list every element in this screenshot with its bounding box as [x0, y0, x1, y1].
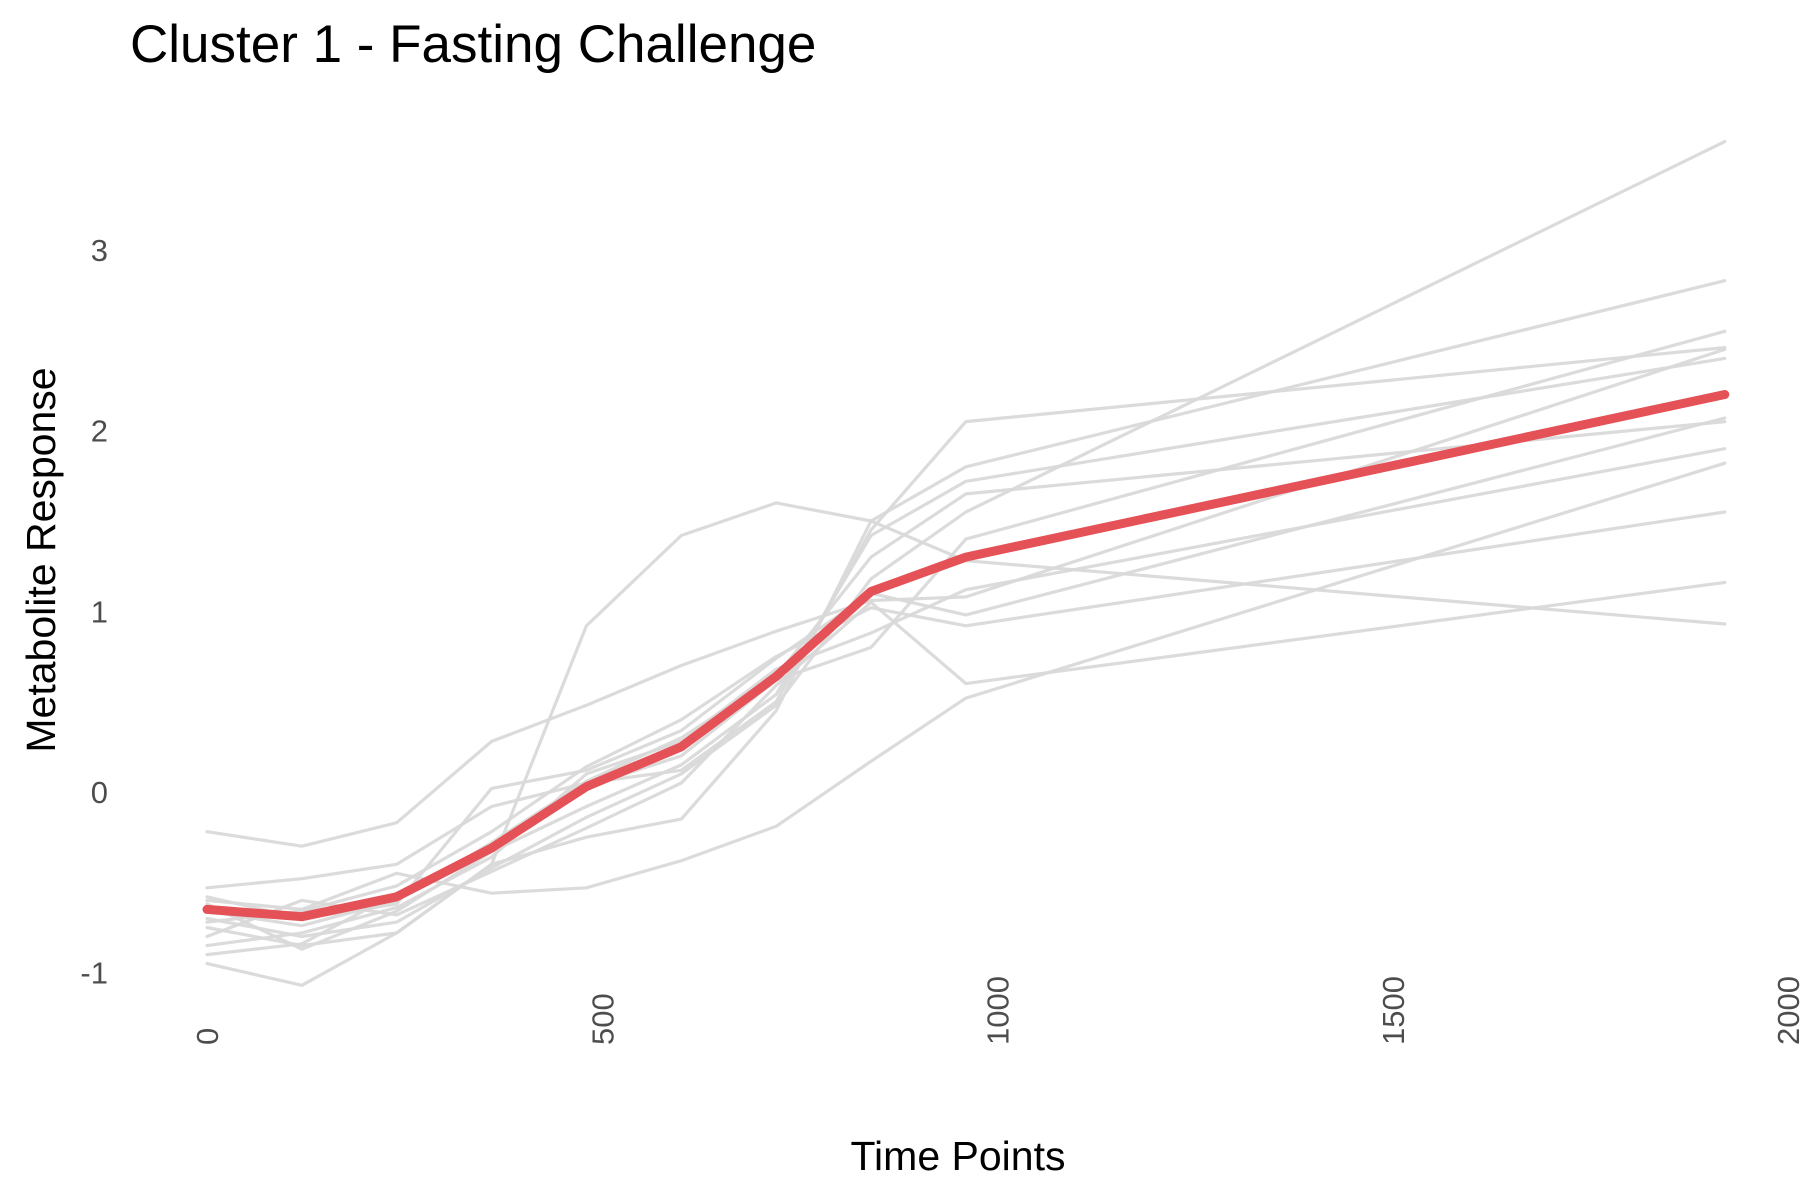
individual-series-line-8: [205, 140, 1727, 939]
y-axis-label: Metabolite Response: [18, 367, 64, 752]
x-tick-label: 1500: [1376, 976, 1411, 1045]
chart-title: Cluster 1 - Fasting Challenge: [130, 15, 816, 74]
individual-series-line-12: [205, 510, 1727, 924]
individual-series-line-13: [205, 420, 1727, 928]
y-tick-label: 1: [91, 594, 108, 629]
individual-series-line-1: [205, 347, 1727, 848]
individual-series-line-3: [205, 461, 1727, 912]
individual-series-line-5: [205, 279, 1727, 987]
y-tick-label: 3: [91, 233, 108, 268]
mean-series-line: [202, 390, 1730, 922]
y-tick-labels: -1 0 1 2 3: [80, 233, 108, 991]
x-tick-label: 0: [190, 1028, 225, 1045]
series-lines: [202, 140, 1730, 987]
y-tick-label: -1: [80, 956, 108, 991]
y-tick-label: 2: [91, 414, 108, 449]
x-tick-label: 1000: [981, 976, 1016, 1045]
x-tick-labels: 0 500 1000 1500 2000: [190, 976, 1800, 1045]
individual-series-line-7: [205, 580, 1727, 939]
x-axis-label: Time Points: [851, 1133, 1066, 1179]
y-tick-label: 0: [91, 775, 108, 810]
individual-series-line-4: [205, 501, 1727, 948]
individual-series-line-2: [205, 346, 1727, 890]
x-tick-label: 2000: [1771, 976, 1800, 1045]
x-tick-label: 500: [585, 993, 620, 1045]
